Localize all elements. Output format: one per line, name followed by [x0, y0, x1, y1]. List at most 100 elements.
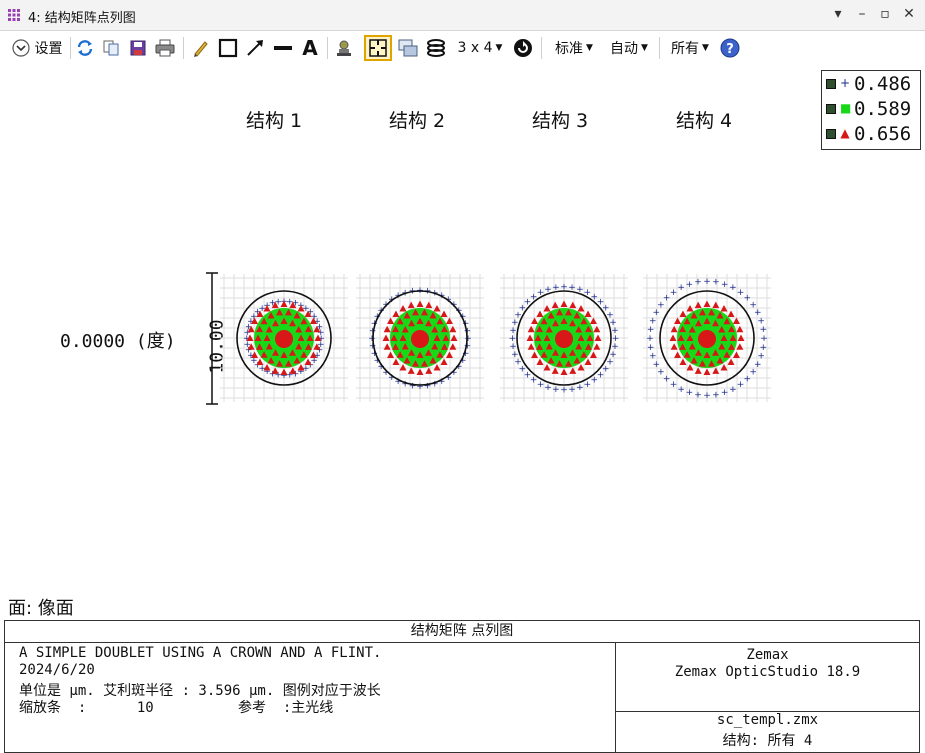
date: 2024/6/20 [19, 662, 95, 678]
spot-point-red [543, 363, 551, 371]
auto-apply-button[interactable] [511, 36, 535, 60]
copy-button[interactable] [100, 36, 122, 60]
legend-item: + 0.486 [822, 72, 920, 96]
spot-point-blue: + [450, 368, 458, 378]
legend-checkbox[interactable] [826, 104, 836, 114]
company-name: Zemax [746, 647, 789, 663]
spot-point-red [300, 351, 308, 358]
spot-point-red [690, 311, 698, 319]
legend-checkbox[interactable] [826, 79, 836, 89]
spot-point-red [593, 343, 601, 350]
stamp-button[interactable] [333, 36, 355, 60]
airy-disk-circle [372, 290, 468, 386]
maximize-button[interactable]: ▫ [880, 6, 890, 22]
scale-bar [206, 272, 218, 405]
close-button[interactable]: ✕ [903, 6, 915, 22]
toolbar-separator [541, 37, 542, 59]
save-button[interactable] [127, 36, 149, 60]
spot-point-red [425, 319, 432, 327]
spot-point-red [392, 310, 400, 317]
spot-point-red [433, 363, 441, 371]
spot-point-red [436, 351, 444, 358]
text-button[interactable]: A [298, 36, 322, 60]
spot-point-red [584, 343, 592, 350]
arrow-button[interactable] [243, 36, 267, 60]
minimize-button[interactable]: – [858, 6, 866, 22]
spot-point-blue: + [576, 383, 584, 393]
all-dropdown[interactable]: 所有 ▼ [665, 36, 715, 60]
spot-point-red [708, 360, 716, 367]
spot-point-blue: + [243, 328, 251, 338]
grid-size-dropdown[interactable]: 3 x 4 ▼ [455, 36, 505, 60]
spot-point-blue: + [424, 381, 432, 391]
spot-point-red [536, 325, 544, 333]
spot-point-red [540, 317, 548, 325]
spot-point-blue: + [250, 312, 258, 322]
legend-value: 0.589 [854, 98, 912, 120]
spot-point-red [416, 351, 424, 358]
spot-point-red [729, 334, 737, 341]
help-button[interactable]: ? [718, 36, 742, 60]
spot-point-blue: + [657, 368, 665, 378]
settings-button[interactable]: 设置 [6, 36, 68, 60]
spot-point-red [383, 325, 391, 333]
pencil-button[interactable] [190, 36, 212, 60]
spot-point-red [314, 334, 322, 341]
line-button[interactable] [271, 36, 295, 60]
spot-point-red [425, 349, 432, 356]
legend-checkbox[interactable] [826, 129, 836, 139]
chevron-down-icon: ▼ [641, 43, 648, 53]
spot-point-red [295, 326, 303, 333]
spot-point-blue: + [464, 334, 472, 344]
spot-point-red [679, 310, 687, 317]
spot-point-blue: + [721, 280, 729, 290]
spot-point-blue: + [459, 356, 467, 366]
spot-point-red [712, 367, 720, 374]
spot-point-red [674, 351, 682, 358]
standard-dropdown[interactable]: 标准 ▼ [549, 36, 599, 60]
spot-point-red [449, 343, 457, 350]
legend-symbol: ▲ [840, 126, 850, 140]
spot-point-red [720, 305, 728, 312]
lock-scale-button[interactable] [364, 35, 392, 61]
spot-point-blue: + [537, 288, 545, 298]
auto-dropdown[interactable]: 自动 ▼ [604, 36, 654, 60]
spot-point-blue: + [280, 371, 288, 381]
spot-point-red [300, 317, 308, 325]
spot-point-red [573, 357, 581, 364]
spot-point-blue: + [712, 390, 720, 400]
spot-point-blue: + [754, 308, 762, 318]
window-menu-button[interactable]: ▾ [834, 6, 842, 22]
all-label: 所有 [671, 41, 700, 57]
spot-point-red [293, 311, 301, 319]
spot-point-red [593, 325, 601, 333]
spot-point-red [450, 334, 458, 341]
spot-point-red [670, 343, 678, 350]
spot-point-red [440, 343, 448, 350]
spot-diagram-config-2: ++++++++++++++++++++++++++++ + + + + + +++++++ [356, 274, 484, 402]
spot-point-blue: + [760, 325, 768, 335]
spot-point-red [429, 357, 437, 364]
spot-point-blue: + [368, 334, 376, 344]
layers-button[interactable] [424, 36, 448, 60]
refresh-button[interactable] [74, 36, 96, 60]
spot-point-red [396, 351, 404, 358]
windows-icon [398, 39, 418, 57]
info-box-title: 结构矩阵 点列图 [5, 621, 919, 643]
print-button[interactable] [153, 36, 177, 60]
spot-point-red [703, 368, 711, 375]
window-layout-button[interactable] [396, 36, 420, 60]
rectangle-button[interactable] [216, 36, 240, 60]
spot-point-red [399, 305, 407, 312]
spot-point-blue: + [302, 304, 310, 314]
spot-point-red [256, 358, 264, 366]
spot-point-blue: + [245, 345, 253, 355]
spot-point-blue: + [250, 356, 258, 366]
spot-point-red [246, 334, 254, 341]
stamp-icon [337, 40, 351, 56]
spot-point-red [703, 317, 711, 324]
spot-diagram-config-1: ++++++++++++++++++++++++++++++++++++++++ [220, 274, 348, 402]
spot-center-red [275, 330, 293, 348]
spot-point-red [263, 363, 271, 371]
spot-point-red [536, 358, 544, 366]
